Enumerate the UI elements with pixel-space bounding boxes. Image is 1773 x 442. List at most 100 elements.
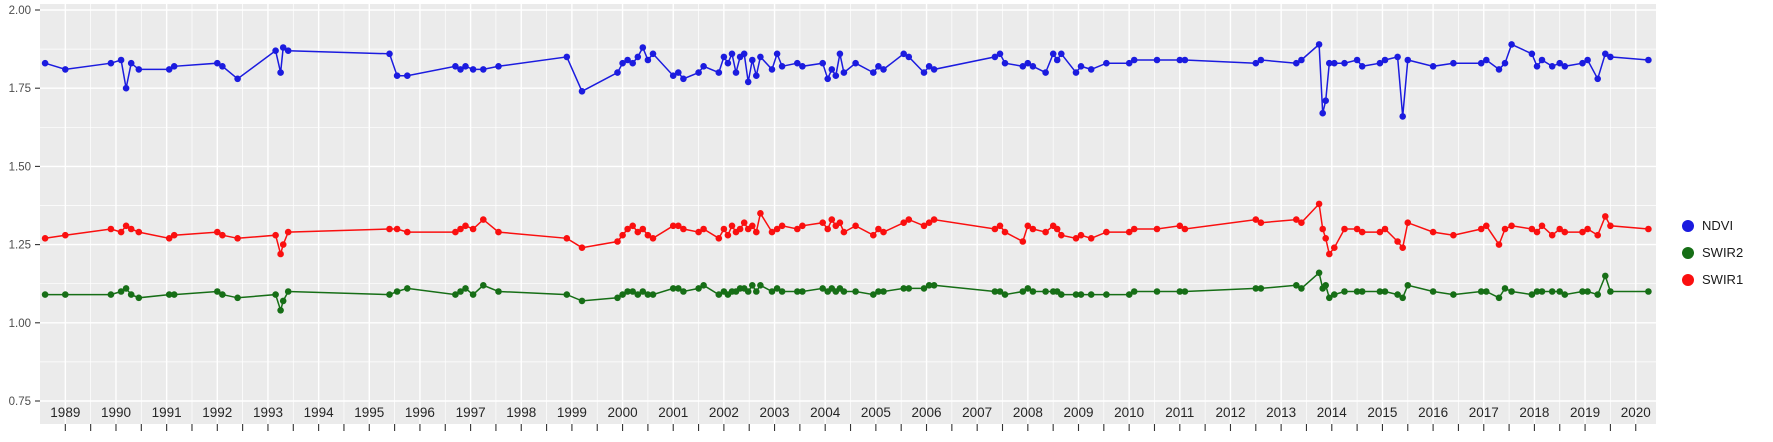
data-point-swir2 xyxy=(1602,272,1609,280)
data-point-ndvi xyxy=(715,69,723,76)
data-point-swir2 xyxy=(700,282,707,289)
data-point-swir2 xyxy=(840,288,848,295)
data-point-ndvi xyxy=(1501,59,1509,67)
data-point-swir1 xyxy=(272,231,279,239)
x-tick-label: 2013 xyxy=(1266,405,1296,420)
data-point-ndvi xyxy=(700,63,707,70)
data-point-ndvi xyxy=(107,59,115,67)
data-point-ndvi xyxy=(495,63,502,70)
data-point-swir1 xyxy=(1024,222,1032,230)
data-point-ndvi xyxy=(614,69,621,76)
x-tick-label: 2018 xyxy=(1519,405,1549,420)
data-point-swir2 xyxy=(675,285,682,292)
data-point-ndvi xyxy=(393,72,401,79)
data-point-swir1 xyxy=(799,222,806,230)
data-point-swir1 xyxy=(624,225,631,233)
data-point-swir2 xyxy=(1176,288,1184,295)
data-point-swir1 xyxy=(1645,225,1652,233)
data-point-swir2 xyxy=(1399,294,1406,302)
data-point-swir1 xyxy=(778,222,786,230)
data-point-swir1 xyxy=(773,225,781,233)
data-point-swir1 xyxy=(819,219,826,226)
data-point-swir2 xyxy=(1181,288,1189,295)
data-point-swir1 xyxy=(649,235,657,242)
data-point-ndvi xyxy=(1353,56,1361,64)
data-point-ndvi xyxy=(757,53,764,61)
data-point-ndvi xyxy=(669,72,677,79)
x-tick-label: 2010 xyxy=(1114,405,1144,420)
data-point-swir1 xyxy=(675,222,682,230)
data-point-ndvi xyxy=(1584,56,1591,64)
data-point-swir2 xyxy=(1103,291,1110,298)
data-point-swir1 xyxy=(1483,222,1490,230)
data-point-ndvi xyxy=(649,50,657,58)
data-point-swir2 xyxy=(1001,291,1009,298)
data-point-swir1 xyxy=(135,228,143,236)
data-point-ndvi xyxy=(1450,59,1457,67)
data-point-swir2 xyxy=(404,285,411,292)
x-tick-label: 1994 xyxy=(304,405,335,420)
data-point-ndvi xyxy=(828,66,836,73)
data-point-ndvi xyxy=(629,59,636,67)
data-point-ndvi xyxy=(234,75,241,83)
data-point-swir2 xyxy=(629,288,636,295)
data-point-ndvi xyxy=(404,72,411,79)
data-point-swir1 xyxy=(1556,225,1563,233)
data-point-swir2 xyxy=(634,291,642,298)
data-point-swir1 xyxy=(639,225,647,233)
data-point-swir1 xyxy=(393,225,401,233)
data-point-swir1 xyxy=(634,228,642,236)
data-point-swir2 xyxy=(41,291,49,298)
data-point-ndvi xyxy=(728,50,736,58)
data-point-swir1 xyxy=(1533,228,1541,236)
data-point-swir1 xyxy=(214,228,221,236)
data-point-ndvi xyxy=(135,66,143,73)
data-point-ndvi xyxy=(744,78,752,86)
y-tick-label: 1.00 xyxy=(9,318,31,330)
data-point-swir1 xyxy=(1404,219,1412,226)
x-tick-label: 2008 xyxy=(1013,405,1043,420)
data-point-ndvi xyxy=(875,63,882,70)
data-point-swir1 xyxy=(1130,225,1138,233)
data-point-swir2 xyxy=(1394,291,1401,298)
legend-item-swir1: SWIR1 xyxy=(1682,266,1743,293)
data-point-swir1 xyxy=(279,241,287,248)
data-point-swir1 xyxy=(1508,222,1515,230)
data-point-ndvi xyxy=(1404,56,1412,64)
data-point-swir2 xyxy=(1404,282,1412,289)
data-point-swir2 xyxy=(644,291,652,298)
data-point-swir1 xyxy=(1293,216,1300,223)
data-point-swir2 xyxy=(715,291,723,298)
data-point-swir2 xyxy=(219,291,226,298)
data-point-swir2 xyxy=(462,285,469,292)
data-point-swir1 xyxy=(900,219,907,226)
data-point-ndvi xyxy=(1058,50,1065,58)
data-point-swir1 xyxy=(1319,225,1326,233)
data-point-ndvi xyxy=(720,53,728,61)
data-point-ndvi xyxy=(1561,63,1569,70)
data-point-ndvi xyxy=(1176,56,1184,64)
data-point-ndvi xyxy=(1341,59,1348,67)
data-point-swir2 xyxy=(773,285,781,292)
data-point-swir2 xyxy=(1477,288,1485,295)
x-tick-label: 1990 xyxy=(101,405,131,420)
data-point-swir1 xyxy=(1594,231,1601,239)
data-point-swir1 xyxy=(1153,225,1161,233)
data-point-swir2 xyxy=(819,285,826,292)
data-point-swir1 xyxy=(828,216,836,223)
data-point-ndvi xyxy=(639,44,647,51)
data-point-swir2 xyxy=(214,288,221,295)
data-point-swir2 xyxy=(1376,288,1384,295)
data-point-swir1 xyxy=(1584,225,1591,233)
data-point-swir2 xyxy=(870,291,877,298)
data-point-swir2 xyxy=(1315,269,1323,277)
data-point-swir2 xyxy=(1548,288,1556,295)
legend: NDVI SWIR2 SWIR1 xyxy=(1682,212,1743,293)
data-point-ndvi xyxy=(1053,56,1061,64)
data-point-swir1 xyxy=(1561,228,1569,236)
data-point-swir2 xyxy=(563,291,571,298)
data-point-ndvi xyxy=(1130,56,1138,64)
data-point-swir1 xyxy=(234,235,241,242)
data-point-swir2 xyxy=(649,291,657,298)
